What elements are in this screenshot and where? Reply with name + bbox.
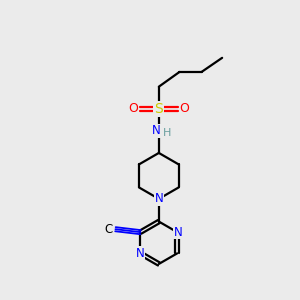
Text: N: N [173,226,182,239]
Text: C: C [105,223,113,236]
Text: N: N [136,247,144,260]
Text: N: N [154,192,163,206]
Text: S: S [154,102,163,116]
Text: O: O [128,102,138,115]
Text: N: N [152,124,161,137]
Text: O: O [179,102,189,115]
Text: H: H [163,128,171,138]
